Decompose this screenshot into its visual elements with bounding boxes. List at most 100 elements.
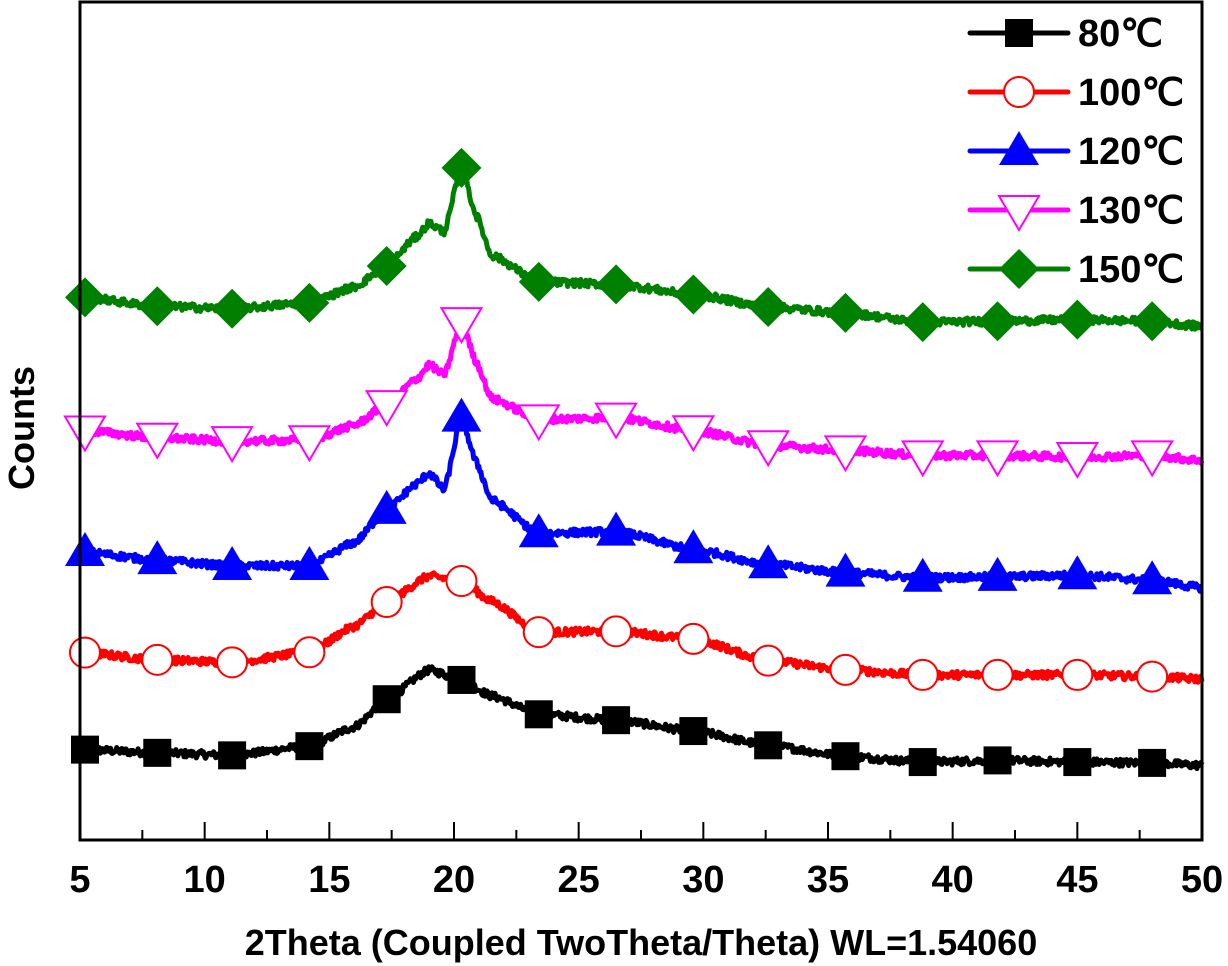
marker-circle <box>1061 658 1094 691</box>
marker-diamond <box>999 249 1039 289</box>
marker-triangle-up <box>825 552 866 587</box>
marker-diamond <box>1132 301 1173 342</box>
x-axis-tick-labels: 5 10 15 20 25 30 35 40 45 50 <box>69 859 1223 901</box>
marker-square <box>754 731 783 760</box>
series-150c <box>64 147 1204 343</box>
marker-triangle-down <box>671 415 716 453</box>
marker-triangle-down <box>746 430 790 468</box>
marker-circle <box>752 644 785 677</box>
marker-triangle-up <box>977 556 1018 591</box>
marker-triangle-down <box>210 426 254 464</box>
marker-triangle-down <box>1055 442 1100 480</box>
series-layer <box>63 147 1205 777</box>
marker-circle <box>1003 76 1035 108</box>
marker-square <box>831 742 860 771</box>
marker-diamond <box>902 302 943 343</box>
legend-item: 80℃ <box>967 13 1163 55</box>
marker-triangle-down <box>63 415 107 453</box>
marker-circle <box>829 653 862 686</box>
marker-triangle-up <box>137 540 178 575</box>
marker-circle <box>216 646 249 679</box>
marker-circle <box>445 565 478 598</box>
marker-triangle-up <box>902 557 943 592</box>
marker-diamond <box>518 261 559 302</box>
marker-triangle-up <box>289 545 330 580</box>
marker-square <box>218 741 247 770</box>
marker-triangle-up <box>999 131 1039 165</box>
marker-square <box>372 685 401 714</box>
y-axis-title: Counts <box>1 366 42 490</box>
x-tick-label: 40 <box>932 859 974 901</box>
marker-triangle-down <box>997 195 1041 232</box>
legend-item: 100℃ <box>967 72 1184 114</box>
x-tick-label: 20 <box>433 859 475 901</box>
marker-diamond <box>1057 299 1098 340</box>
marker-triangle-up <box>366 489 407 524</box>
series-100c <box>68 565 1205 693</box>
marker-triangle-up <box>1057 555 1098 590</box>
marker-square <box>602 706 631 735</box>
marker-circle <box>677 622 710 655</box>
marker-square <box>143 738 172 767</box>
x-axis-ticks <box>79 822 1203 840</box>
marker-triangle-up <box>518 513 559 548</box>
marker-circle <box>370 586 403 619</box>
marker-triangle-down <box>594 402 638 440</box>
marker-triangle-up <box>748 544 789 579</box>
series-120c <box>64 397 1204 595</box>
marker-square <box>1005 19 1033 47</box>
series-line <box>77 664 1205 772</box>
marker-diamond <box>366 245 407 286</box>
legend-label: 100℃ <box>1078 72 1184 114</box>
marker-square <box>70 735 99 764</box>
x-tick-label: 45 <box>1056 859 1098 901</box>
x-tick-label: 15 <box>308 859 350 901</box>
marker-circle <box>293 636 326 669</box>
x-tick-label: 10 <box>184 859 226 901</box>
marker-triangle-down <box>364 390 409 428</box>
series-line <box>77 415 1204 594</box>
marker-triangle-up <box>64 532 105 567</box>
marker-triangle-down <box>439 307 484 345</box>
legend-label: 150℃ <box>1078 249 1184 291</box>
marker-diamond <box>977 301 1018 342</box>
marker-square <box>524 700 553 729</box>
marker-square <box>1063 748 1092 777</box>
marker-triangle-up <box>673 529 714 564</box>
marker-square <box>679 717 708 746</box>
marker-circle <box>522 616 555 649</box>
series-80c <box>70 664 1205 777</box>
legend-item: 120℃ <box>967 131 1184 173</box>
marker-diamond <box>825 292 866 333</box>
marker-triangle-down <box>823 435 868 473</box>
marker-square <box>447 665 476 694</box>
marker-circle <box>68 636 101 669</box>
legend-item: 130℃ <box>967 190 1184 232</box>
series-line <box>77 162 1204 332</box>
marker-circle <box>906 658 939 691</box>
x-tick-label: 50 <box>1181 859 1223 901</box>
marker-circle <box>600 615 633 648</box>
marker-triangle-down <box>135 422 180 460</box>
marker-triangle-up <box>1132 560 1173 595</box>
marker-triangle-down <box>287 425 332 463</box>
marker-diamond <box>137 286 178 327</box>
x-tick-label: 25 <box>558 859 600 901</box>
legend-item: 150℃ <box>967 249 1184 291</box>
marker-circle <box>1136 660 1169 693</box>
legend-label: 130℃ <box>1078 190 1184 232</box>
marker-triangle-up <box>212 545 253 580</box>
marker-triangle-down <box>1130 440 1174 478</box>
marker-triangle-up <box>441 397 482 432</box>
marker-circle <box>981 658 1014 691</box>
x-tick-label: 5 <box>69 859 90 901</box>
marker-square <box>908 748 937 777</box>
x-tick-label: 30 <box>682 859 724 901</box>
marker-diamond <box>64 277 105 318</box>
marker-diamond <box>289 282 330 323</box>
x-tick-label: 35 <box>807 859 849 901</box>
marker-triangle-down <box>900 440 945 478</box>
marker-diamond <box>673 274 714 315</box>
marker-diamond <box>212 288 253 329</box>
